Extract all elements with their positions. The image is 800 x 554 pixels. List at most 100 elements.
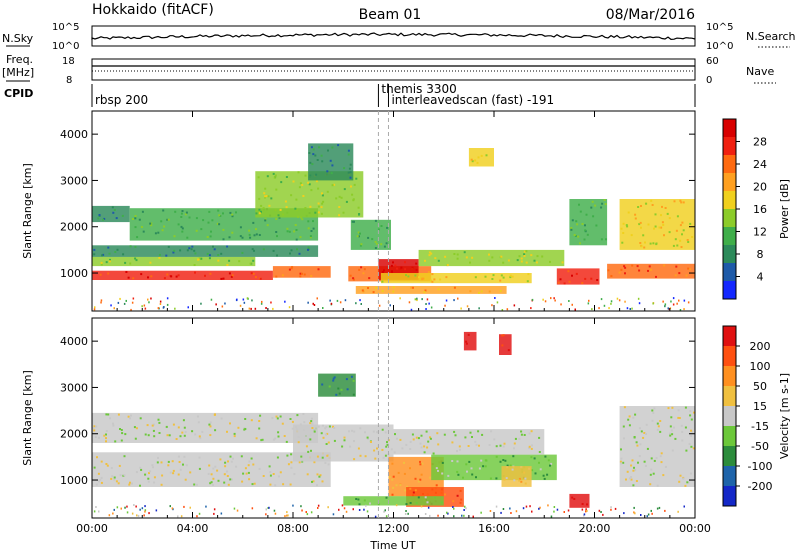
data-speckle: [411, 433, 414, 436]
data-speckle: [359, 454, 362, 457]
data-speckle: [509, 464, 512, 467]
data-speckle: [316, 159, 319, 161]
data-speckle: [343, 188, 346, 191]
data-speckle: [429, 437, 432, 440]
data-speckle: [274, 174, 277, 177]
data-speckle: [419, 460, 421, 463]
data-speckle: [578, 203, 580, 206]
data-speckle: [288, 230, 291, 233]
data-speckle: [427, 271, 430, 274]
colorbar-swatch: [723, 227, 736, 245]
data-speckle: [530, 430, 533, 433]
data-speckle: [444, 255, 447, 258]
data-speckle: [353, 220, 355, 223]
data-speckle: [405, 274, 407, 277]
data-speckle: [93, 253, 96, 256]
data-speckle: [230, 460, 233, 463]
data-speckle: [181, 227, 184, 230]
data-speckle: [626, 225, 629, 228]
noise-speckle: [668, 308, 670, 311]
data-speckle: [132, 277, 135, 280]
data-speckle: [150, 222, 153, 225]
data-speckle: [333, 439, 336, 442]
data-speckle: [198, 467, 201, 470]
data-speckle: [645, 202, 648, 205]
noise-speckle: [598, 509, 601, 512]
data-speckle: [208, 423, 211, 426]
y-tick-label: 2000: [60, 428, 88, 441]
data-speckle: [349, 445, 352, 448]
data-speckle: [622, 222, 625, 225]
data-speckle: [420, 434, 423, 437]
noise-speckle: [501, 309, 504, 311]
noise-speckle: [130, 308, 132, 311]
data-speckle: [105, 463, 108, 465]
data-speckle: [158, 256, 161, 259]
data-speckle: [128, 483, 131, 486]
data-speckle: [485, 154, 488, 157]
data-speckle: [125, 271, 128, 273]
data-speckle: [649, 483, 652, 486]
data-speckle: [622, 461, 625, 464]
data-speckle: [520, 433, 523, 436]
data-speckle: [219, 458, 222, 461]
data-speckle: [406, 485, 408, 488]
data-speckle: [166, 273, 169, 276]
data-speckle: [166, 434, 169, 437]
data-speckle: [642, 234, 645, 237]
noise-speckle: [616, 297, 619, 300]
data-region: [308, 143, 354, 181]
noise-speckle: [242, 298, 245, 301]
data-region: [272, 266, 331, 278]
data-speckle: [212, 245, 214, 248]
noise-speckle: [624, 300, 626, 303]
data-speckle: [123, 455, 126, 458]
x-tick-label: 12:00: [378, 522, 410, 535]
data-speckle: [144, 433, 147, 436]
data-speckle: [290, 249, 293, 252]
data-speckle: [185, 211, 188, 214]
data-speckle: [151, 424, 154, 427]
data-speckle: [351, 429, 354, 432]
data-speckle: [152, 429, 155, 432]
data-speckle: [518, 479, 521, 482]
data-speckle: [646, 447, 649, 450]
data-speckle: [248, 478, 251, 481]
data-speckle: [520, 257, 523, 260]
noise-speckle: [515, 510, 518, 513]
data-speckle: [452, 500, 455, 503]
noise-speckle: [322, 307, 324, 309]
data-speckle: [475, 443, 478, 446]
data-speckle: [120, 429, 123, 431]
data-speckle: [259, 277, 262, 280]
noise-speckle: [586, 509, 588, 512]
data-speckle: [499, 444, 502, 447]
data-speckle: [690, 445, 693, 448]
data-speckle: [238, 260, 241, 263]
y-tick-label: 1000: [60, 267, 88, 280]
data-speckle: [250, 272, 253, 275]
data-speckle: [290, 267, 293, 270]
data-speckle: [185, 464, 188, 467]
freq-tick-bottom: 8: [66, 75, 72, 86]
data-speckle: [459, 448, 461, 451]
data-speckle: [570, 228, 573, 231]
noise-speckle: [637, 297, 640, 300]
data-speckle: [218, 214, 221, 217]
data-speckle: [166, 218, 169, 221]
data-speckle: [223, 481, 226, 484]
data-speckle: [623, 437, 625, 440]
data-speckle: [447, 474, 450, 477]
noise-speckle: [407, 512, 409, 515]
data-speckle: [112, 424, 115, 427]
data-speckle: [286, 230, 289, 233]
data-speckle: [651, 409, 654, 412]
data-speckle: [152, 423, 155, 426]
noise-speckle: [547, 504, 549, 507]
data-speckle: [311, 163, 314, 166]
noise-speckle: [166, 303, 169, 306]
data-speckle: [249, 262, 252, 265]
data-speckle: [659, 420, 662, 422]
data-region: [569, 493, 590, 508]
